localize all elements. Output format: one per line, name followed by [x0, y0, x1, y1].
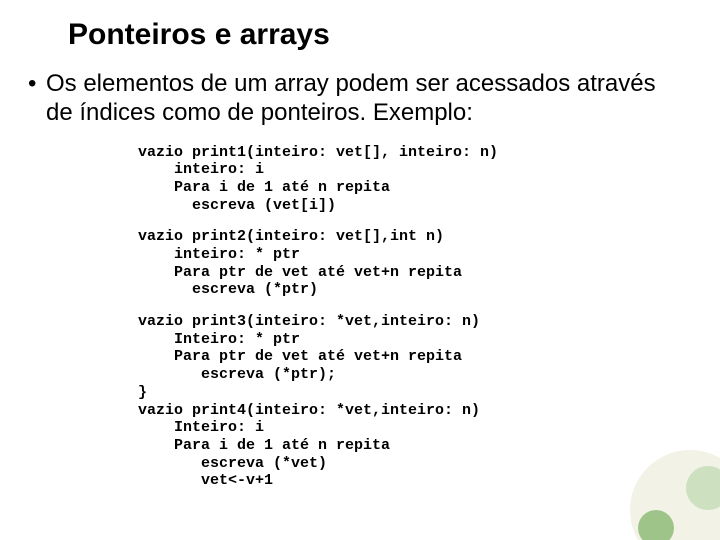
slide-title: Ponteiros e arrays [0, 18, 720, 52]
bullet-dot: • [28, 70, 46, 99]
body-bullet-row: •Os elementos de um array podem ser aces… [0, 70, 720, 128]
body-text: Os elementos de um array podem ser acess… [46, 70, 686, 128]
accent-circle-small [638, 510, 674, 540]
code-block-1: vazio print1(inteiro: vet[], inteiro: n)… [0, 144, 720, 215]
corner-decoration [610, 430, 720, 540]
code-block-2: vazio print2(inteiro: vet[],int n) intei… [0, 228, 720, 299]
slide: Ponteiros e arrays •Os elementos de um a… [0, 0, 720, 540]
